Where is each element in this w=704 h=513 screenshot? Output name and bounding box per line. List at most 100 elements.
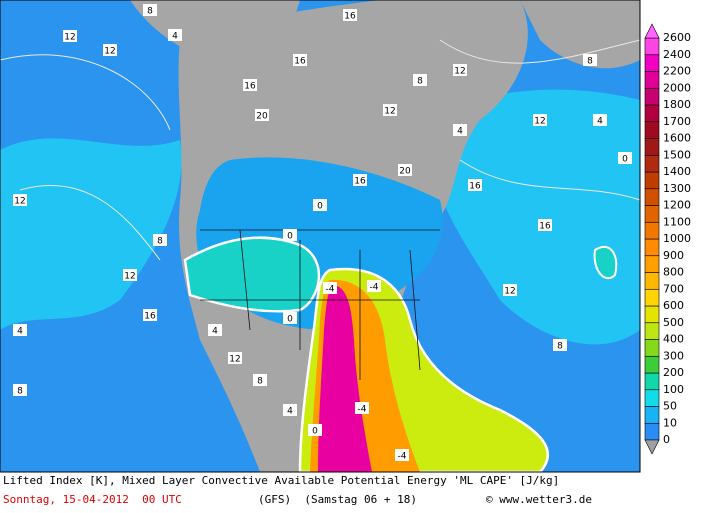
- contour-label: 8: [557, 342, 563, 352]
- legend-label: 1300: [663, 182, 691, 195]
- contour-label: 8: [417, 77, 423, 87]
- cyan-area: [0, 138, 182, 330]
- cape-area: [318, 285, 372, 472]
- contour-label: -4: [370, 283, 379, 293]
- label-box: [103, 44, 117, 56]
- map-frame: [0, 0, 641, 473]
- legend-swatch: [644, 355, 660, 374]
- contour-label: 4: [287, 407, 293, 417]
- footer-credit: © www.wetter3.de: [486, 493, 592, 506]
- legend-label: 1600: [663, 132, 691, 145]
- legend-swatch: [644, 305, 660, 324]
- label-box: [228, 352, 242, 364]
- label-box: [583, 54, 597, 66]
- borders: [200, 229, 440, 380]
- legend-label: 600: [663, 299, 684, 312]
- label-box: [593, 114, 607, 126]
- label-box: [13, 194, 27, 206]
- contour-label: 4: [172, 32, 178, 42]
- contour-label: 8: [257, 377, 263, 387]
- contour-label: 12: [64, 33, 75, 43]
- label-box: [533, 114, 547, 126]
- contour-label: 12: [14, 197, 25, 207]
- legend-swatch: [644, 221, 660, 240]
- contour-label: 12: [454, 67, 465, 77]
- legend-swatch: [644, 71, 660, 89]
- contour-label: 12: [104, 47, 115, 57]
- cape-contour: [183, 236, 320, 313]
- land: [520, 0, 640, 69]
- label-box: [13, 384, 27, 396]
- contour-label: 16: [469, 182, 481, 192]
- label-box: [398, 164, 412, 176]
- legend-swatch: [644, 154, 660, 173]
- label-box: [208, 324, 222, 336]
- legend-swatch: [644, 322, 660, 340]
- contour-label: 12: [504, 287, 515, 297]
- label-box: [283, 229, 297, 241]
- label-box: [383, 104, 397, 116]
- label-box: [468, 179, 482, 191]
- legend-label: 1800: [663, 98, 691, 111]
- contour-label: 0: [287, 232, 293, 242]
- contour-label: 16: [344, 12, 356, 22]
- legend-label: 10: [663, 416, 677, 429]
- legend-swatch: [644, 238, 660, 257]
- legend-label: 2600: [663, 31, 691, 44]
- contour-label: 20: [256, 112, 268, 122]
- label-box: [123, 269, 137, 281]
- label-box: [538, 219, 552, 231]
- label-box: [13, 324, 27, 336]
- legend-swatch: [644, 272, 660, 290]
- footer-title: Lifted Index [K], Mixed Layer Convective…: [3, 474, 560, 487]
- label-box: [453, 124, 467, 136]
- footer-date: Sonntag, 15-04-2012 00 UTC: [3, 493, 182, 506]
- contour-label: 0: [317, 202, 323, 212]
- label-box: [308, 424, 322, 436]
- map-labels: 12 8 4 12 16 20 16 12 8 4 12 16 20 16 12 8 4 0 0 -4 -4 -4 -4 0 4…: [13, 4, 632, 462]
- label-box: [63, 30, 77, 42]
- isolines: [0, 39, 641, 261]
- legend-swatch: [644, 406, 660, 424]
- legend-swatch: [644, 288, 660, 307]
- contour-label: 16: [244, 82, 256, 92]
- legend-swatch: [644, 171, 660, 190]
- legend-label: 200: [663, 366, 684, 379]
- legend-label: 1200: [663, 199, 691, 212]
- legend-label: 100: [663, 383, 684, 396]
- legend-label: 700: [663, 282, 684, 295]
- legend-swatch: [644, 372, 660, 391]
- cyan-area: [420, 89, 640, 345]
- cape-contour: [593, 245, 618, 280]
- legend-label: 2000: [663, 81, 691, 94]
- label-box: [413, 74, 427, 86]
- contour-label: 16: [354, 177, 366, 187]
- contour-label: 4: [597, 117, 603, 127]
- legend: 0 10 50 100 200 300 400 500 600 700 800 900 1000 1100…: [644, 23, 691, 455]
- contour-label: 0: [287, 315, 293, 325]
- legend-label: 1400: [663, 165, 691, 178]
- label-box: [353, 174, 367, 186]
- label-box: [283, 404, 297, 416]
- legend-label: 900: [663, 249, 684, 262]
- label-box: [253, 374, 267, 386]
- legend-label: 2400: [663, 48, 691, 61]
- legend-swatch: [644, 54, 660, 72]
- contour-label: 4: [17, 327, 23, 337]
- land: [130, 0, 300, 62]
- legend-bottom-arrow: [644, 439, 660, 455]
- label-box: [143, 309, 157, 321]
- label-box: [323, 282, 337, 294]
- label-box: [168, 29, 182, 41]
- label-box: [243, 79, 257, 91]
- contour-label: 4: [457, 127, 463, 137]
- contour-label: 12: [124, 272, 135, 282]
- label-box: [153, 234, 167, 246]
- label-box: [355, 402, 369, 414]
- contour-label: 0: [622, 155, 628, 165]
- label-box: [293, 54, 307, 66]
- legend-swatch: [644, 37, 660, 56]
- label-box: [395, 449, 409, 461]
